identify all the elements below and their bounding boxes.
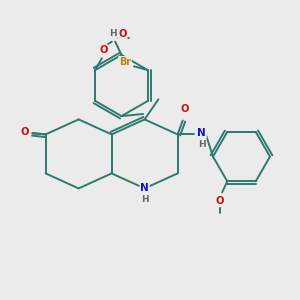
- Text: Br: Br: [119, 57, 131, 67]
- Text: O: O: [99, 45, 108, 55]
- Text: O: O: [215, 196, 224, 206]
- Text: N: N: [197, 128, 206, 138]
- Text: H: H: [109, 29, 116, 38]
- Text: H: H: [198, 140, 206, 149]
- Text: O: O: [181, 104, 189, 115]
- Text: N: N: [140, 183, 149, 194]
- Text: O: O: [20, 127, 29, 137]
- Text: O: O: [118, 29, 127, 39]
- Text: H: H: [141, 195, 148, 204]
